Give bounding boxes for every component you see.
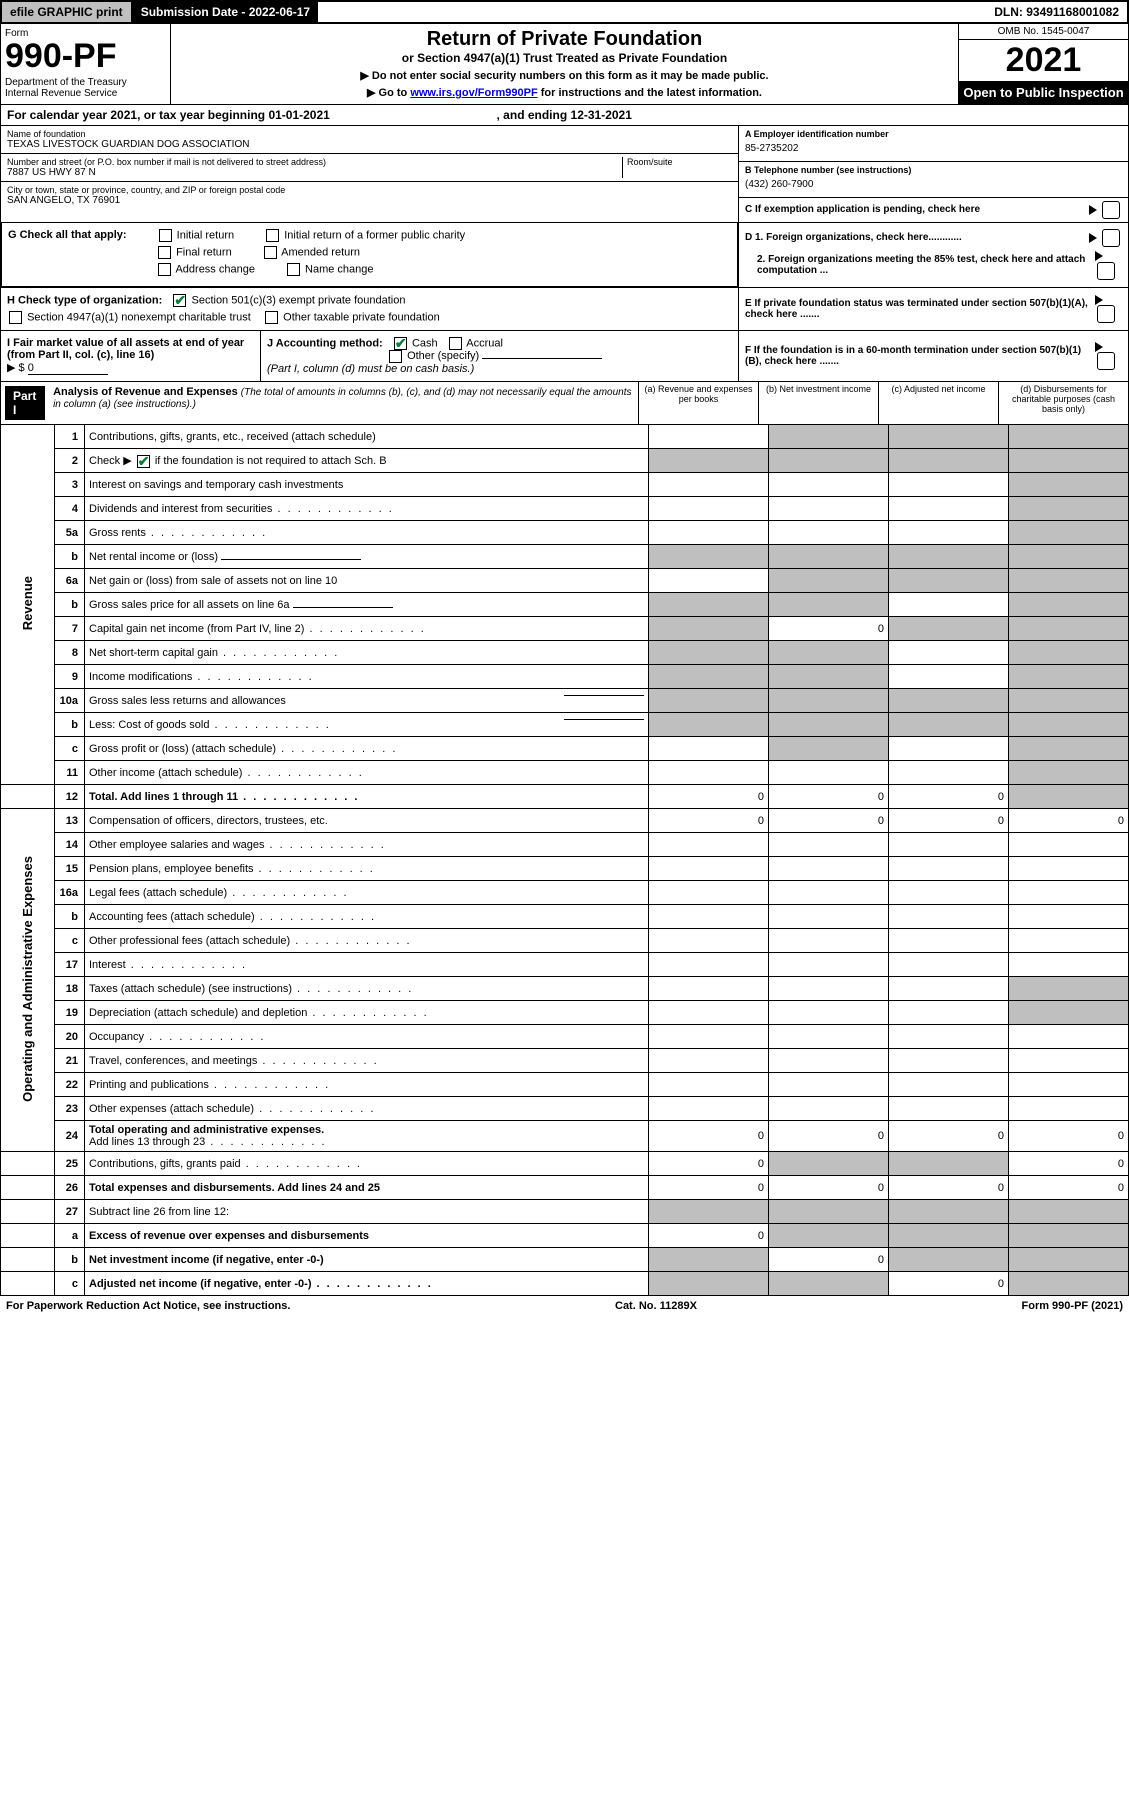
submission-date: Submission Date - 2022-06-17 [133, 2, 318, 22]
part1-header-row: Part I Analysis of Revenue and Expenses … [0, 382, 1129, 425]
final-return-checkbox[interactable] [158, 246, 171, 259]
part1-table: Revenue 1Contributions, gifts, grants, e… [0, 425, 1129, 1297]
cash-checkbox[interactable] [394, 337, 407, 350]
efile-print-button[interactable]: efile GRAPHIC print [2, 2, 133, 22]
dept-label: Department of the Treasury Internal Reve… [5, 77, 166, 99]
section-ij: I Fair market value of all assets at end… [0, 331, 1129, 382]
section-h: H Check type of organization: Section 50… [1, 288, 738, 330]
revenue-label: Revenue [20, 576, 35, 630]
tax-year: 2021 [959, 40, 1128, 81]
open-inspection: Open to Public Inspection [959, 81, 1128, 104]
city-state-zip: SAN ANGELO, TX 76901 [7, 195, 732, 206]
c-checkbox[interactable] [1102, 201, 1120, 219]
street-address: 7887 US HWY 87 N [7, 167, 622, 178]
part1-title: Analysis of Revenue and Expenses [53, 386, 238, 398]
irs-link[interactable]: www.irs.gov/Form990PF [410, 87, 537, 99]
city-label: City or town, state or province, country… [7, 185, 732, 195]
initial-former-checkbox[interactable] [266, 229, 279, 242]
footer-left: For Paperwork Reduction Act Notice, see … [6, 1300, 290, 1312]
dln: DLN: 93491168001082 [986, 2, 1127, 22]
footer-catno: Cat. No. 11289X [615, 1300, 697, 1312]
arrow-icon [1089, 205, 1097, 215]
expenses-label: Operating and Administrative Expenses [20, 856, 35, 1102]
other-taxable-checkbox[interactable] [265, 311, 278, 324]
calendar-year-row: For calendar year 2021, or tax year begi… [0, 105, 1129, 126]
name-label: Name of foundation [7, 129, 732, 139]
telephone: (432) 260-7900 [745, 175, 1122, 194]
form-header: Form 990-PF Department of the Treasury I… [0, 24, 1129, 105]
form-title: Return of Private Foundation [175, 28, 954, 51]
501c3-checkbox[interactable] [173, 294, 186, 307]
col-c-header: (c) Adjusted net income [878, 382, 998, 424]
part1-label: Part I [5, 386, 45, 420]
c-label: C If exemption application is pending, c… [745, 204, 980, 215]
d1-checkbox[interactable] [1102, 229, 1120, 247]
addr-label: Number and street (or P.O. box number if… [7, 157, 622, 167]
section-e: E If private foundation status was termi… [738, 288, 1128, 330]
fmv-value: 0 [28, 362, 108, 375]
entity-info: Name of foundation TEXAS LIVESTOCK GUARD… [0, 126, 1129, 223]
e-checkbox[interactable] [1097, 305, 1115, 323]
top-bar: efile GRAPHIC print Submission Date - 20… [0, 0, 1129, 24]
form-number: 990-PF [5, 39, 166, 73]
footer-form: Form 990-PF (2021) [1022, 1300, 1123, 1312]
f-checkbox[interactable] [1097, 352, 1115, 370]
col-a-header: (a) Revenue and expenses per books [638, 382, 758, 424]
arrow-icon [1095, 295, 1103, 305]
tel-label: B Telephone number (see instructions) [745, 165, 1122, 175]
i-label: I Fair market value of all assets at end… [7, 337, 244, 361]
other-method-checkbox[interactable] [389, 350, 402, 363]
name-change-checkbox[interactable] [287, 263, 300, 276]
section-d: D 1. Foreign organizations, check here..… [738, 223, 1128, 287]
d2-checkbox[interactable] [1097, 262, 1115, 280]
4947-checkbox[interactable] [9, 311, 22, 324]
section-g: G Check all that apply: Initial return I… [1, 223, 738, 287]
col-b-header: (b) Net investment income [758, 382, 878, 424]
accrual-checkbox[interactable] [449, 337, 462, 350]
section-f: F If the foundation is in a 60-month ter… [738, 331, 1128, 381]
g-label: G Check all that apply: [8, 229, 127, 242]
j-label: J Accounting method: [267, 337, 383, 349]
note-ssn: ▶ Do not enter social security numbers o… [175, 69, 954, 82]
arrow-icon [1095, 342, 1103, 352]
ein: 85-2735202 [745, 139, 1122, 158]
foundation-name: TEXAS LIVESTOCK GUARDIAN DOG ASSOCIATION [7, 139, 732, 150]
page-footer: For Paperwork Reduction Act Notice, see … [0, 1296, 1129, 1316]
address-change-checkbox[interactable] [158, 263, 171, 276]
ein-label: A Employer identification number [745, 129, 1122, 139]
omb-number: OMB No. 1545-0047 [959, 24, 1128, 40]
col-d-header: (d) Disbursements for charitable purpose… [998, 382, 1128, 424]
j-note: (Part I, column (d) must be on cash basi… [267, 363, 474, 375]
room-label: Room/suite [627, 157, 732, 167]
form-subtitle: or Section 4947(a)(1) Trust Treated as P… [175, 51, 954, 65]
amended-return-checkbox[interactable] [264, 246, 277, 259]
note-goto: ▶ Go to www.irs.gov/Form990PF for instru… [175, 86, 954, 99]
initial-return-checkbox[interactable] [159, 229, 172, 242]
schb-checkbox[interactable] [137, 455, 150, 468]
arrow-icon [1089, 233, 1097, 243]
arrow-icon [1095, 251, 1103, 261]
